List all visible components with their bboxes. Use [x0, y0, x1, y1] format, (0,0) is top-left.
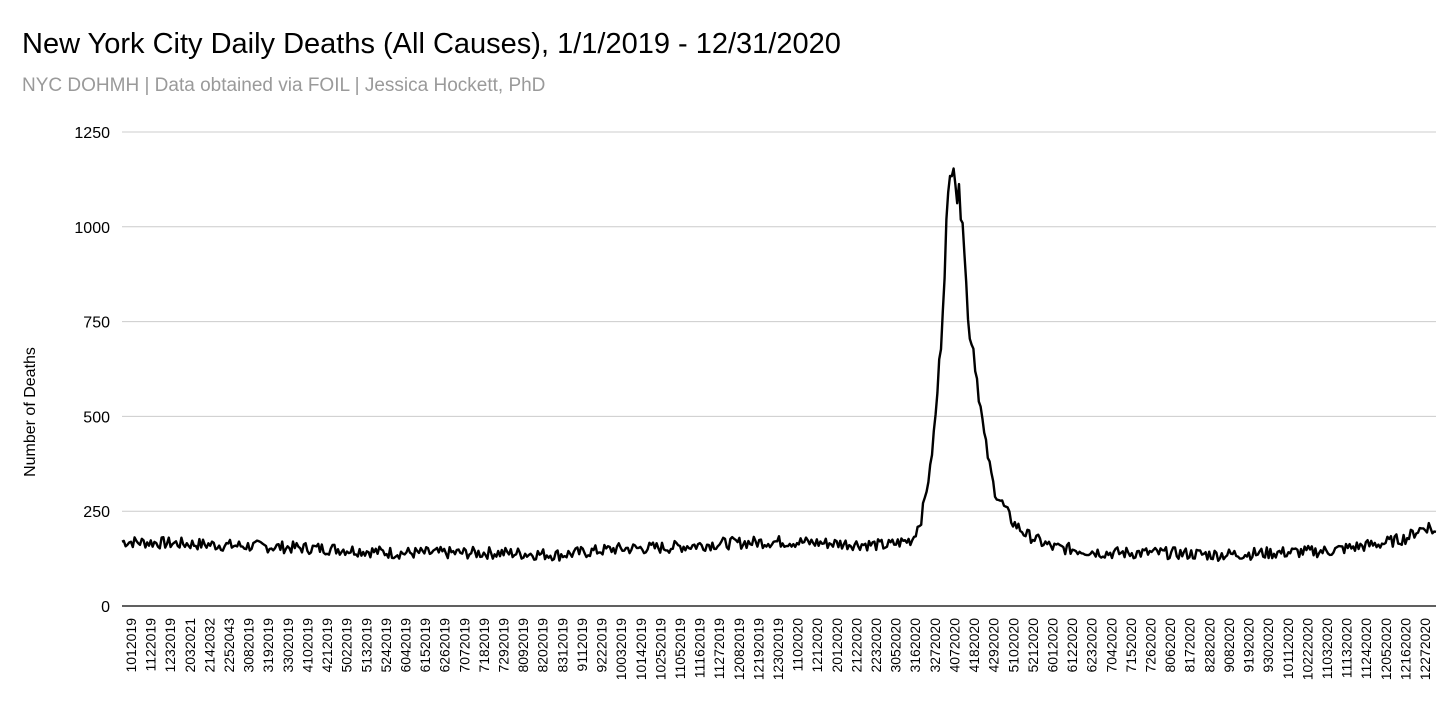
x-tick-label: 10252019: [652, 618, 668, 681]
x-tick-label: 8172020: [1182, 618, 1198, 673]
x-tick-label: 1122019: [143, 618, 159, 672]
y-tick-label: 0: [101, 599, 110, 616]
x-tick-label: 4292020: [986, 618, 1002, 673]
x-tick-label: 7072019: [456, 618, 472, 673]
x-tick-label: 1212020: [809, 618, 825, 673]
chart-subtitle: NYC DOHMH | Data obtained via FOIL | Jes…: [22, 75, 546, 96]
chart-title: New York City Daily Deaths (All Causes),…: [22, 28, 841, 60]
x-tick-label: 1232019: [162, 618, 178, 673]
series-line: [121, 167, 1437, 562]
y-tick-label: 750: [83, 315, 110, 332]
x-tick-label: 3192019: [260, 618, 276, 673]
x-tick-label: 9192020: [1241, 618, 1257, 673]
x-tick-label: 10222020: [1299, 618, 1315, 681]
x-tick-label: 12192019: [750, 618, 766, 681]
x-tick-label: 5102020: [1005, 618, 1021, 673]
x-tick-label: 6152019: [417, 618, 433, 673]
x-tick-label: 5022019: [339, 618, 355, 673]
x-tick-label: 10112020: [1280, 618, 1296, 679]
x-tick-label: 6232020: [1084, 618, 1100, 673]
x-tick-label: 6042019: [397, 618, 413, 673]
x-tick-label: 2012020: [829, 618, 845, 673]
x-tick-label: 7042020: [1103, 618, 1119, 673]
x-tick-label: 4072020: [946, 618, 962, 673]
x-tick-label: 2122020: [848, 618, 864, 673]
y-tick-label: 1250: [74, 125, 110, 142]
x-tick-label: 10142019: [633, 618, 649, 681]
x-tick-label: 8202019: [535, 618, 551, 673]
x-tick-label: 7292019: [496, 618, 512, 673]
x-tick-label: 8062020: [1162, 618, 1178, 673]
x-tick-label: 5212020: [1025, 618, 1041, 673]
x-tick-label: 12302019: [770, 618, 786, 681]
x-tick-label: 7262020: [1143, 618, 1159, 673]
x-tick-label: 11132020: [1339, 618, 1355, 678]
x-tick-label: 11242020: [1358, 618, 1374, 679]
x-tick-label: 8092019: [515, 618, 531, 673]
x-tick-label: 2142032: [201, 618, 217, 673]
x-tick-label: 1102020: [790, 618, 806, 672]
x-tick-label: 11032020: [1319, 618, 1335, 679]
x-tick-label: 8282020: [1201, 618, 1217, 673]
x-tick-label: 11052019: [672, 618, 688, 679]
x-tick-label: 10032019: [613, 618, 629, 681]
y-tick-label: 500: [83, 409, 110, 426]
x-tick-label: 9222019: [594, 618, 610, 673]
x-tick-label: 6262019: [437, 618, 453, 673]
x-tick-label: 7152020: [1123, 618, 1139, 673]
x-tick-label: 5132019: [358, 618, 374, 673]
x-tick-label: 4102019: [299, 618, 315, 673]
x-tick-label: 3272020: [927, 618, 943, 673]
x-tick-label: 6012020: [1044, 618, 1060, 673]
x-tick-label: 2232020: [868, 618, 884, 673]
y-tick-label: 1000: [74, 220, 110, 237]
x-tick-label: 4212019: [319, 618, 335, 673]
x-tick-label: 9082020: [1221, 618, 1237, 673]
x-tick-label: 12162020: [1397, 618, 1413, 681]
x-tick-label: 9302020: [1260, 618, 1276, 673]
x-tick-label: 6122020: [1064, 618, 1080, 673]
x-tick-label: 2032021: [182, 618, 198, 673]
x-tick-label: 12052020: [1378, 618, 1394, 681]
x-tick-label: 3082019: [241, 618, 257, 673]
x-tick-label: 3162020: [907, 618, 923, 673]
x-tick-label: 1012019: [123, 618, 139, 673]
x-tick-label: 11162019: [692, 618, 708, 678]
x-tick-label: 8312019: [554, 618, 570, 673]
x-tick-label: 3052020: [888, 618, 904, 673]
x-tick-label: 7182019: [476, 618, 492, 673]
x-tick-label: 11272019: [711, 618, 727, 679]
x-tick-label: 12272020: [1417, 618, 1433, 681]
x-tick-label: 2252043: [221, 618, 237, 673]
x-tick-label: 5242019: [378, 618, 394, 673]
x-tick-label: 9112019: [574, 618, 590, 672]
x-tick-label: 4182020: [966, 618, 982, 673]
x-tick-label: 12082019: [731, 618, 747, 681]
y-tick-label: 250: [83, 504, 110, 521]
x-tick-label: 3302019: [280, 618, 296, 673]
